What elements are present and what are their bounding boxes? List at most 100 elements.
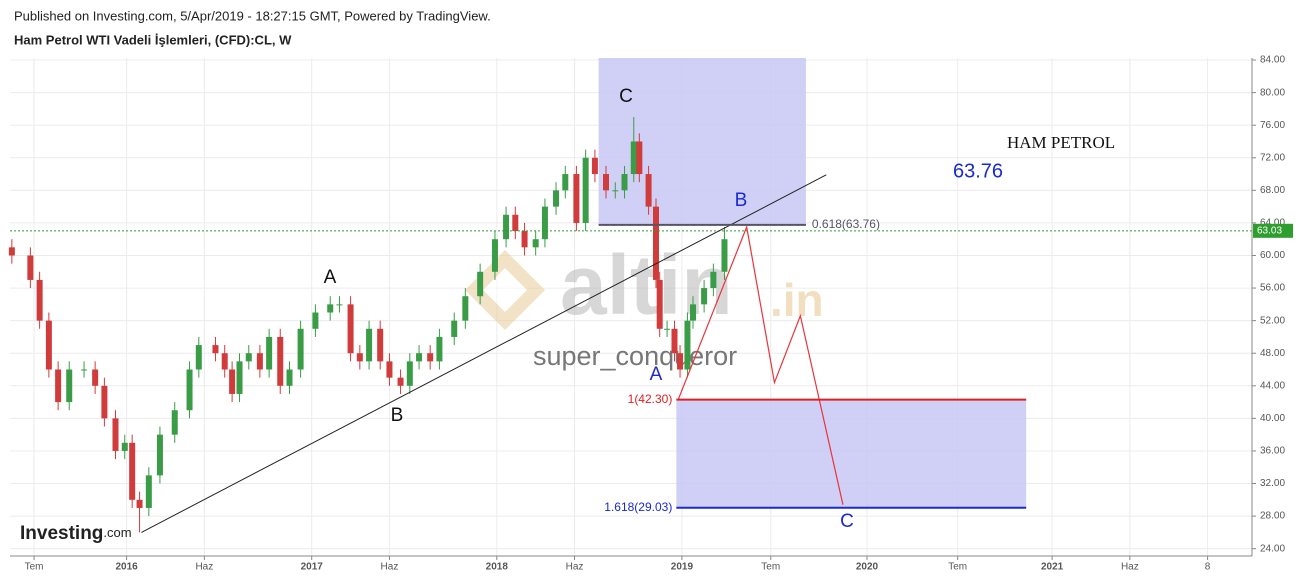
candle-body	[266, 336, 273, 370]
candle-body	[45, 320, 52, 370]
candle-body	[406, 361, 413, 386]
candle-body	[636, 141, 643, 175]
y-tick-label: 56.00	[1260, 283, 1285, 294]
brand-suffix: .com	[103, 525, 131, 540]
logo-diamond-inner	[483, 268, 527, 312]
wave-label: B	[391, 405, 404, 426]
candle-body	[701, 288, 708, 305]
candle-body	[66, 369, 73, 403]
candle-body	[136, 499, 143, 508]
author: super_conqueror	[533, 341, 737, 371]
candle-body	[503, 214, 510, 240]
y-tick-label: 24.00	[1260, 543, 1285, 554]
candle-body	[652, 206, 659, 280]
candle-body	[256, 353, 263, 370]
candle-body	[92, 369, 99, 386]
candle-body	[397, 377, 404, 386]
x-tick-label: 2020	[856, 562, 879, 573]
brand-name: Investing	[20, 523, 103, 544]
x-tick-label: Haz	[381, 562, 399, 573]
candle-body	[245, 353, 252, 362]
x-tick-label: Haz	[1121, 562, 1139, 573]
candle-body	[582, 157, 589, 223]
x-tick-label: Haz	[566, 562, 584, 573]
candle-body	[347, 304, 354, 354]
candle-body	[664, 328, 671, 330]
y-tick-label: 72.00	[1260, 152, 1285, 163]
candle-body	[377, 328, 384, 362]
y-tick-label: 76.00	[1260, 120, 1285, 131]
candle-body	[297, 328, 304, 370]
x-tick-label: Tem	[761, 562, 780, 573]
candle-body	[562, 174, 569, 191]
candle-body	[156, 434, 163, 476]
candle-body	[462, 296, 469, 321]
candle-body	[112, 418, 119, 451]
candle-body	[145, 475, 152, 508]
candle-body	[171, 410, 178, 435]
candles	[8, 117, 728, 533]
watermark: altin .in	[465, 238, 824, 332]
y-tick-label: 28.00	[1260, 511, 1285, 522]
candle-body	[386, 361, 393, 378]
candle-body	[645, 174, 652, 207]
x-tick-label: 2018	[486, 562, 509, 573]
last-price-label: 63.03	[1257, 225, 1282, 236]
x-tick-label: Haz	[195, 562, 213, 573]
info-title: HAM PETROL	[1007, 133, 1115, 152]
candle-body	[286, 369, 293, 386]
y-tick-label: 64.00	[1260, 218, 1285, 229]
overlays: 63.03 0.618(63.76) 1(42.30) 1.618(29.03) C A B…	[10, 86, 1293, 533]
candle-body	[477, 271, 484, 297]
trendline	[141, 174, 827, 533]
candle-body	[721, 239, 728, 272]
candle-body	[690, 304, 697, 321]
candle-body	[336, 304, 343, 306]
candle-body	[327, 304, 334, 313]
x-tick-label: 2016	[115, 562, 138, 573]
wave-label: A	[650, 364, 663, 385]
watermark-text: altin	[560, 238, 733, 332]
fib-label: 1(42.30)	[628, 392, 673, 406]
candle-body	[436, 336, 443, 362]
candle-body	[532, 239, 539, 248]
candle-body	[603, 174, 610, 191]
wave-label: A	[324, 267, 337, 288]
last-price-box	[1253, 223, 1293, 238]
candle-body	[656, 279, 663, 329]
candle-body	[521, 231, 528, 248]
x-tick-label: 2017	[301, 562, 324, 573]
candle-body	[612, 190, 619, 192]
x-tick-label: 2019	[671, 562, 694, 573]
candle-body	[55, 369, 62, 403]
candle-body	[630, 141, 637, 175]
zone	[598, 58, 806, 225]
candle-body	[677, 353, 684, 370]
candle-body	[101, 385, 108, 419]
candle-body	[212, 345, 219, 354]
candle-body	[27, 255, 34, 280]
candle-body	[129, 442, 136, 500]
instrument-title: Ham Petrol WTI Vadeli İşlemleri, (CFD):C…	[14, 32, 292, 47]
candle-body	[312, 312, 319, 329]
y-tick-label: 36.00	[1260, 446, 1285, 457]
wave-label: C	[840, 511, 854, 532]
candle-body	[671, 328, 678, 354]
y-tick-label: 48.00	[1260, 348, 1285, 359]
y-tick-label: 44.00	[1260, 380, 1285, 391]
y-tick-label: 40.00	[1260, 413, 1285, 424]
candle-body	[427, 353, 434, 362]
fib-label: 0.618(63.76)	[812, 217, 880, 231]
candle-body	[81, 369, 88, 371]
candle-body	[195, 345, 202, 370]
candle-body	[221, 353, 228, 370]
candle-body	[451, 320, 458, 337]
info-value: 63.76	[953, 160, 1003, 182]
candle-body	[553, 190, 560, 207]
candle-body	[366, 328, 373, 362]
candle-body	[186, 369, 193, 411]
fib-label: 1.618(29.03)	[604, 500, 672, 514]
candle-body	[36, 279, 43, 321]
candle-body	[573, 174, 580, 223]
zones	[598, 58, 1027, 508]
